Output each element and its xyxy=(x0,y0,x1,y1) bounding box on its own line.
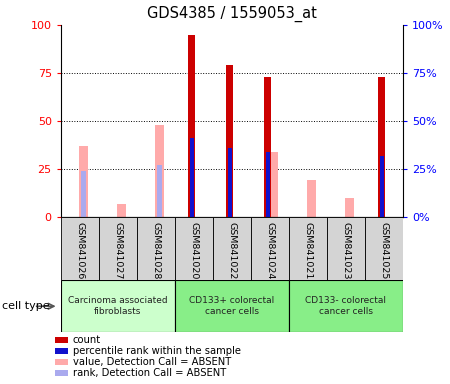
Bar xyxy=(175,280,289,332)
Bar xyxy=(307,180,316,217)
Bar xyxy=(55,359,68,365)
Bar xyxy=(327,217,365,280)
Bar xyxy=(226,65,233,217)
Bar xyxy=(378,77,385,217)
Title: GDS4385 / 1559053_at: GDS4385 / 1559053_at xyxy=(147,6,317,22)
Bar xyxy=(270,152,278,217)
Bar xyxy=(289,217,327,280)
Bar xyxy=(99,217,137,280)
Bar xyxy=(379,156,384,217)
Text: cell type: cell type xyxy=(2,301,50,311)
Text: GSM841025: GSM841025 xyxy=(379,222,388,280)
Bar xyxy=(189,35,195,217)
Bar xyxy=(55,337,68,343)
Bar xyxy=(345,198,354,217)
Bar xyxy=(157,165,162,217)
Bar xyxy=(228,148,232,217)
Text: rank, Detection Call = ABSENT: rank, Detection Call = ABSENT xyxy=(73,369,226,379)
Text: CD133+ colorectal
cancer cells: CD133+ colorectal cancer cells xyxy=(189,296,274,316)
Bar xyxy=(61,280,175,332)
Text: value, Detection Call = ABSENT: value, Detection Call = ABSENT xyxy=(73,357,231,367)
Text: count: count xyxy=(73,335,101,345)
Text: GSM841027: GSM841027 xyxy=(113,222,122,280)
Bar xyxy=(289,280,403,332)
Bar xyxy=(55,348,68,354)
Bar xyxy=(155,125,164,217)
Bar xyxy=(213,217,251,280)
Bar xyxy=(265,77,271,217)
Text: percentile rank within the sample: percentile rank within the sample xyxy=(73,346,241,356)
Text: GSM841028: GSM841028 xyxy=(151,222,160,280)
Bar xyxy=(61,217,99,280)
Bar xyxy=(189,138,194,217)
Text: CD133- colorectal
cancer cells: CD133- colorectal cancer cells xyxy=(305,296,386,316)
Text: GSM841026: GSM841026 xyxy=(75,222,84,280)
Text: GSM841024: GSM841024 xyxy=(265,222,274,280)
Text: GSM841022: GSM841022 xyxy=(227,222,236,280)
Bar xyxy=(79,146,88,217)
Bar xyxy=(266,152,270,217)
Text: GSM841023: GSM841023 xyxy=(341,222,350,280)
Bar xyxy=(137,217,175,280)
Bar xyxy=(175,217,213,280)
Text: Carcinoma associated
fibroblasts: Carcinoma associated fibroblasts xyxy=(68,296,167,316)
Bar xyxy=(251,217,289,280)
Bar xyxy=(117,204,126,217)
Bar xyxy=(55,371,68,376)
Bar xyxy=(365,217,403,280)
Text: GSM841020: GSM841020 xyxy=(189,222,198,280)
Text: GSM841021: GSM841021 xyxy=(303,222,312,280)
Bar xyxy=(81,171,86,217)
